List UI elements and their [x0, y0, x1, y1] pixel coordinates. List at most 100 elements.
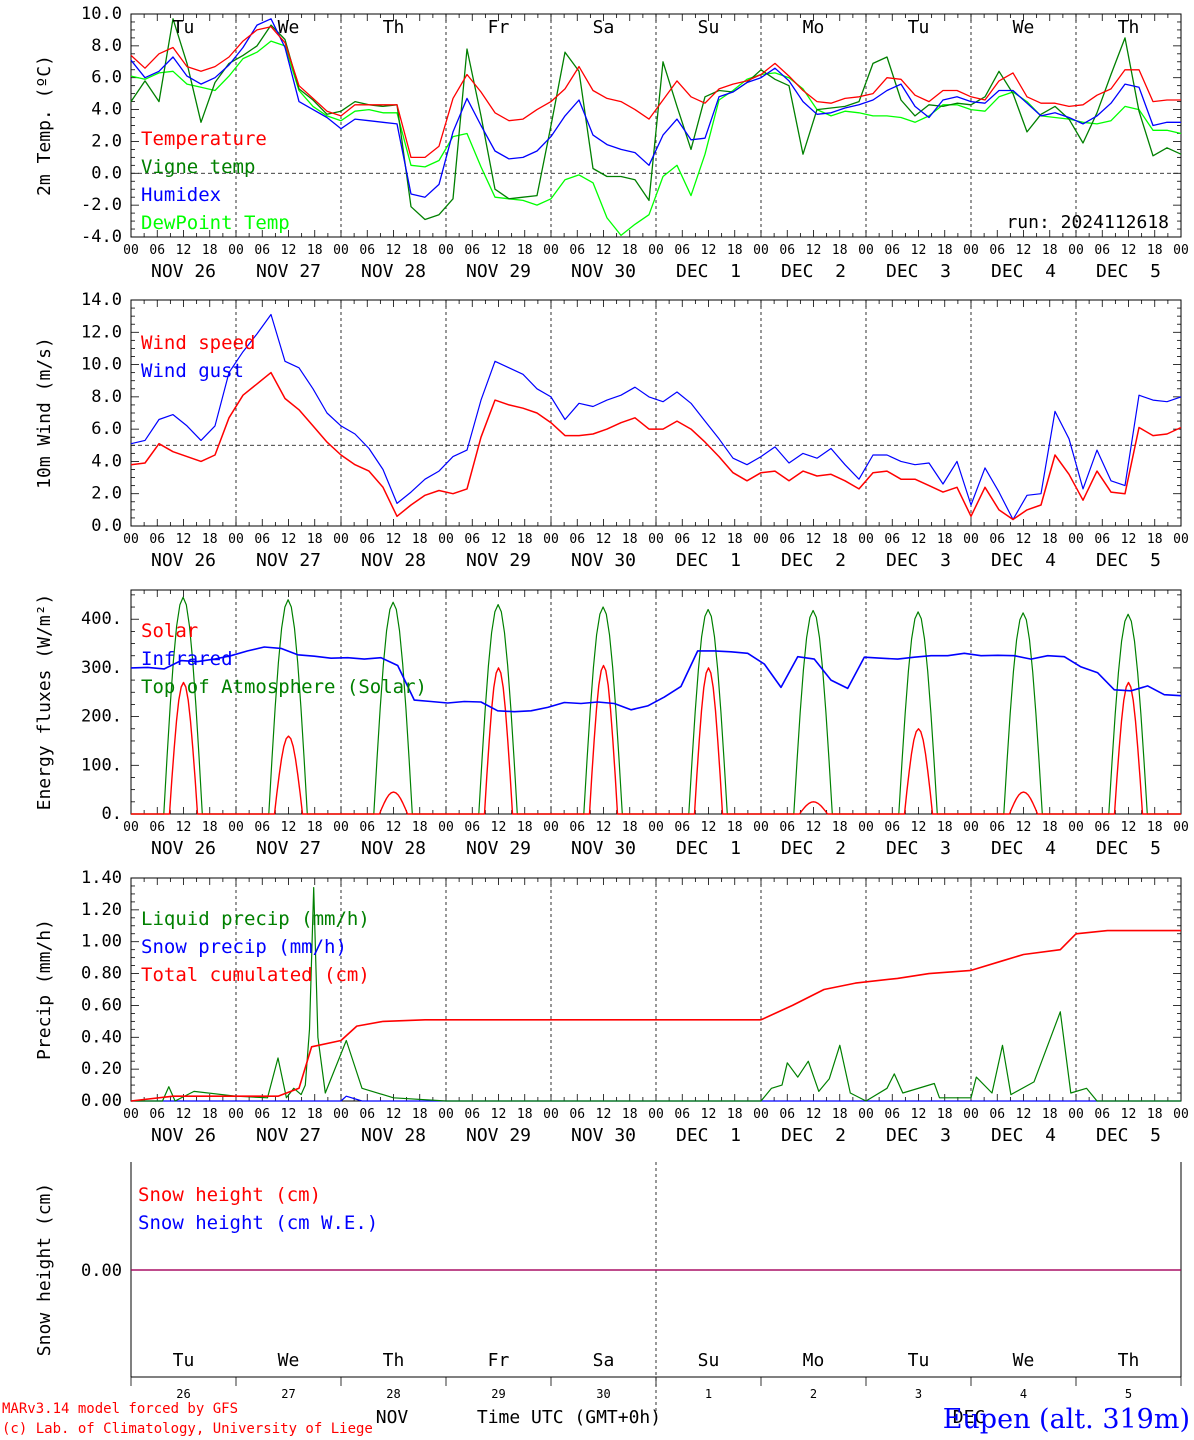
hour-label: 18: [622, 243, 638, 258]
hour-label: 12: [1121, 820, 1137, 835]
hour-label: 00: [228, 532, 244, 547]
hour-label: 06: [149, 1107, 165, 1122]
date-label: DEC 5: [1096, 261, 1161, 282]
x-axis-title: Time UTC (GMT+0h): [477, 1407, 661, 1428]
hour-label: 12: [911, 532, 927, 547]
hour-label: 12: [281, 532, 297, 547]
hour-label: 00: [1173, 532, 1189, 547]
hour-label: 18: [1147, 243, 1163, 258]
hour-label: 18: [937, 243, 953, 258]
day-number-label: 2: [810, 1387, 817, 1401]
hour-label: 12: [806, 243, 822, 258]
date-label: NOV 28: [361, 1125, 426, 1146]
date-label: DEC 3: [886, 838, 951, 859]
date-label: NOV 27: [256, 838, 321, 859]
weekday-label: Sa: [593, 17, 615, 38]
hour-label: 06: [464, 820, 480, 835]
y-tick-label: 12.0: [81, 322, 122, 342]
hour-label: 18: [1042, 820, 1058, 835]
date-label: NOV 26: [151, 1125, 216, 1146]
hour-label: 00: [1068, 1107, 1084, 1122]
legend-entry: Humidex: [141, 184, 221, 206]
hour-label: 00: [123, 1107, 139, 1122]
solar-line: [131, 664, 1181, 815]
date-label: NOV 30: [571, 1125, 636, 1146]
hour-label: 06: [1094, 1107, 1110, 1122]
hour-label: 18: [832, 820, 848, 835]
hour-label: 18: [727, 1107, 743, 1122]
weekday-label: Tu: [908, 17, 930, 38]
hour-label: 00: [648, 532, 664, 547]
dewpoint-line: [130, 40, 1182, 237]
day-number-label: 5: [1125, 1387, 1132, 1401]
hour-label: 12: [491, 243, 507, 258]
hour-label: 00: [753, 820, 769, 835]
hour-label: 00: [963, 243, 979, 258]
hour-label: 18: [727, 820, 743, 835]
legend-entry: Liquid precip (mm/h): [141, 908, 370, 930]
hour-label: 06: [1094, 820, 1110, 835]
hour-label: 12: [176, 820, 192, 835]
hour-label: 06: [149, 243, 165, 258]
weekday-label: Th: [1118, 1350, 1140, 1371]
hour-label: 12: [701, 532, 717, 547]
y-tick-label: -4.0: [81, 227, 122, 247]
wind-speed-line: [130, 371, 1182, 521]
hour-label: 00: [648, 1107, 664, 1122]
hour-label: 12: [491, 820, 507, 835]
hour-label: 00: [753, 243, 769, 258]
hour-label: 12: [806, 820, 822, 835]
date-label: DEC 4: [991, 838, 1056, 859]
hour-label: 06: [464, 243, 480, 258]
hour-label: 06: [569, 1107, 585, 1122]
hour-label: 00: [543, 532, 559, 547]
legend-entry: Temperature: [141, 128, 267, 150]
hour-label: 00: [123, 532, 139, 547]
hour-label: 12: [1016, 820, 1032, 835]
y-tick-label: 0.20: [81, 1059, 122, 1079]
hour-label: 12: [176, 243, 192, 258]
hour-label: 18: [202, 1107, 218, 1122]
hour-label: 18: [517, 820, 533, 835]
day-number-label: 27: [281, 1387, 295, 1401]
hour-label: 06: [149, 820, 165, 835]
hour-label: 12: [281, 820, 297, 835]
hour-label: 00: [438, 532, 454, 547]
weekday-label: Th: [1118, 17, 1140, 38]
hour-label: 18: [412, 243, 428, 258]
hour-label: 06: [779, 243, 795, 258]
hour-label: 18: [307, 243, 323, 258]
hour-label: 12: [1121, 532, 1137, 547]
y-tick-label: 0.60: [81, 995, 122, 1015]
hour-label: 00: [438, 1107, 454, 1122]
hour-label: 00: [1068, 820, 1084, 835]
y-tick-label: -2.0: [81, 195, 122, 215]
hour-label: 00: [333, 820, 349, 835]
y-axis-label: Snow height (cm): [34, 1183, 55, 1356]
legend-entry: Wind speed: [141, 332, 255, 354]
hour-label: 00: [333, 1107, 349, 1122]
hour-label: 00: [1173, 820, 1189, 835]
hour-label: 12: [1016, 532, 1032, 547]
weekday-label: Mo: [803, 1350, 825, 1371]
day-number-label: 29: [491, 1387, 505, 1401]
weekday-label: Su: [698, 17, 720, 38]
hour-label: 12: [596, 532, 612, 547]
y-axis-label: Energy fluxes (W/m²): [34, 594, 55, 811]
y-tick-label: 400.: [81, 609, 122, 629]
hour-label: 18: [517, 1107, 533, 1122]
hour-label: 06: [674, 820, 690, 835]
hour-label: 12: [1016, 243, 1032, 258]
run-label: run: 2024112618: [1006, 212, 1169, 233]
hour-label: 12: [1016, 1107, 1032, 1122]
hour-label: 18: [937, 1107, 953, 1122]
total-cumulated-line: [130, 929, 1181, 1102]
hour-label: 12: [806, 1107, 822, 1122]
y-tick-label: 10.0: [81, 4, 122, 24]
hour-label: 12: [596, 243, 612, 258]
day-number-label: 1: [705, 1387, 712, 1401]
hour-label: 00: [858, 532, 874, 547]
hour-label: 00: [963, 532, 979, 547]
date-label: DEC 1: [676, 261, 741, 282]
hour-label: 18: [412, 532, 428, 547]
